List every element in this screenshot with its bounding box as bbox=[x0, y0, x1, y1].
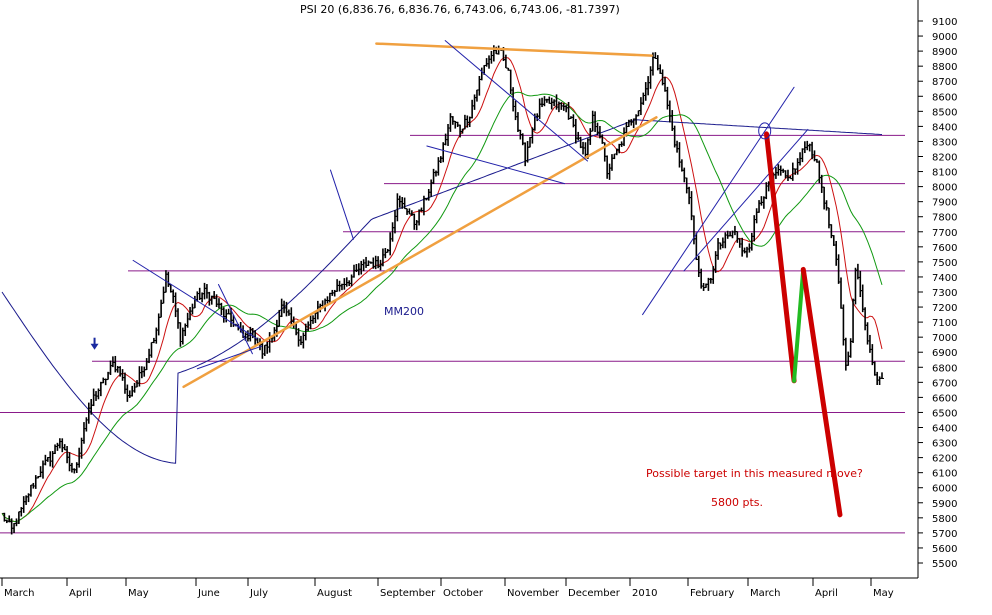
y-tick-label: 7100 bbox=[932, 318, 957, 329]
ma-line-1 bbox=[1, 91, 883, 523]
y-tick-label: 8100 bbox=[932, 168, 957, 179]
y-tick-label: 6300 bbox=[932, 439, 957, 450]
x-tick-label: July bbox=[249, 588, 268, 599]
y-tick-label: 6000 bbox=[932, 484, 957, 495]
y-tick-label: 5500 bbox=[932, 559, 957, 570]
ma-line-2 bbox=[1, 119, 883, 464]
y-tick-label: 6800 bbox=[932, 363, 957, 374]
target-value-annotation: 5800 pts. bbox=[711, 496, 763, 509]
x-tick-label: March bbox=[4, 588, 34, 599]
moving-averages bbox=[1, 56, 883, 523]
y-tick-label: 9000 bbox=[932, 32, 957, 43]
y-tick-label: 7300 bbox=[932, 288, 957, 299]
y-tick-label: 6100 bbox=[932, 469, 957, 480]
trendline-1 bbox=[375, 42, 654, 57]
y-tick-label: 6400 bbox=[932, 424, 957, 435]
ma-label: MM200 bbox=[384, 305, 424, 318]
target-question-annotation: Possible target in this measured move? bbox=[646, 467, 863, 480]
y-tick-label: 8000 bbox=[932, 183, 957, 194]
y-tick-label: 7500 bbox=[932, 258, 957, 269]
down-arrow-head-icon bbox=[90, 343, 99, 350]
y-tick-label: 7900 bbox=[932, 198, 957, 209]
y-tick-label: 6700 bbox=[932, 378, 957, 389]
trendline-2 bbox=[444, 40, 589, 162]
y-tick-label: 6200 bbox=[932, 454, 957, 465]
x-tick-label: May bbox=[128, 588, 149, 599]
y-tick-label: 8900 bbox=[932, 47, 957, 58]
trendline-9 bbox=[683, 128, 809, 272]
y-tick-label: 5700 bbox=[932, 529, 957, 540]
trendlines bbox=[132, 40, 843, 518]
trendline-5 bbox=[196, 345, 263, 370]
y-tick-label: 6900 bbox=[932, 348, 957, 359]
x-tick-label: February bbox=[690, 588, 734, 599]
circle-marker-icon bbox=[758, 122, 772, 140]
y-tick-label: 7800 bbox=[932, 213, 957, 224]
ma-line-0 bbox=[1, 56, 883, 523]
y-tick-label: 5600 bbox=[932, 544, 957, 555]
y-tick-label: 7200 bbox=[932, 303, 957, 314]
chart-title: PSI 20 (6,836.76, 6,836.76, 6,743.06, 6,… bbox=[300, 3, 620, 16]
trendline-12 bbox=[800, 266, 843, 518]
x-tick-label: August bbox=[317, 588, 352, 599]
trendline-6 bbox=[217, 283, 253, 355]
x-tick-label: March bbox=[750, 588, 780, 599]
trendline-7 bbox=[329, 169, 354, 240]
y-tick-label: 5900 bbox=[932, 499, 957, 510]
y-tick-label: 8600 bbox=[932, 92, 957, 103]
trendline-4 bbox=[132, 259, 258, 340]
x-tick-label: November bbox=[507, 588, 560, 599]
x-tick-label: April bbox=[815, 588, 838, 599]
x-tick-label: 2010 bbox=[632, 588, 657, 599]
y-tick-label: 8200 bbox=[932, 153, 957, 164]
y-tick-label: 9100 bbox=[932, 17, 957, 28]
y-tick-label: 8800 bbox=[932, 62, 957, 73]
y-tick-label: 5800 bbox=[932, 514, 957, 525]
y-tick-label: 7600 bbox=[932, 243, 957, 254]
y-tick-label: 7400 bbox=[932, 273, 957, 284]
trendline-0 bbox=[182, 116, 658, 389]
markers bbox=[90, 122, 772, 350]
x-tick-label: April bbox=[69, 588, 92, 599]
price-bars bbox=[2, 45, 884, 535]
y-tick-label: 8700 bbox=[932, 77, 957, 88]
x-tick-label: December bbox=[568, 588, 621, 599]
y-tick-label: 7000 bbox=[932, 333, 957, 344]
y-tick-label: 7700 bbox=[932, 228, 957, 239]
x-tick-label: June bbox=[197, 588, 220, 599]
trendline-3 bbox=[426, 145, 566, 185]
x-tick-label: May bbox=[873, 588, 894, 599]
x-tick-label: October bbox=[443, 588, 484, 599]
trendline-11 bbox=[792, 267, 806, 383]
y-tick-label: 8500 bbox=[932, 107, 957, 118]
trendline-10 bbox=[764, 131, 797, 384]
y-tick-label: 6600 bbox=[932, 393, 957, 404]
y-tick-label: 6500 bbox=[932, 408, 957, 419]
y-tick-label: 8300 bbox=[932, 137, 957, 148]
x-tick-label: September bbox=[380, 588, 436, 599]
y-tick-label: 8400 bbox=[932, 122, 957, 133]
axes: 5500 5600 5700 5800 5900 6000 6100 6200 6300 6400… bbox=[0, 0, 957, 599]
